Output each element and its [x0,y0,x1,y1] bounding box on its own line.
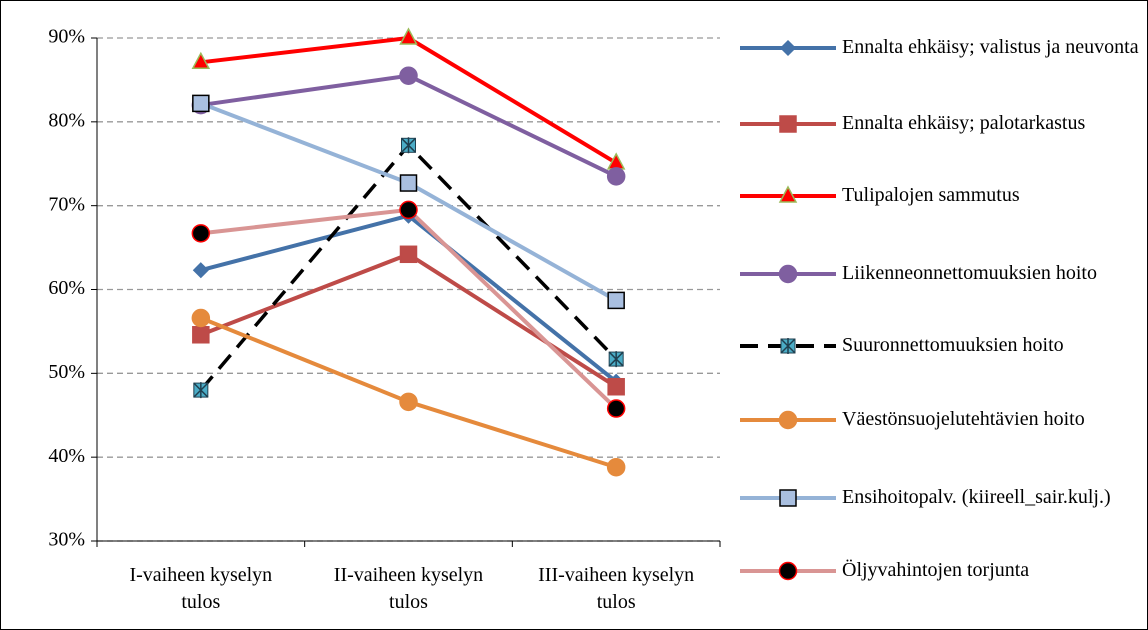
marker-cross [193,382,209,399]
marker [778,410,798,430]
marker-cross [400,137,417,154]
y-tick-label: 80% [48,109,85,131]
marker [778,561,798,581]
marker [191,308,211,328]
y-tick-label: 30% [48,529,85,551]
marker [399,27,418,45]
legend-label: Öljyvahintojen torjunta [842,559,1030,581]
marker [780,338,796,354]
marker [606,399,626,418]
x-tick-label: III-vaiheen kyselyn tulos [538,564,695,613]
marker [399,392,418,412]
marker [778,264,798,284]
marker [779,39,797,57]
marker [399,66,418,85]
legend-label: Ensihoitopalv. (kiireell_sair.kulj.) [842,486,1111,508]
y-tick-label: 90% [48,26,85,48]
marker [400,137,417,154]
marker [192,262,209,279]
legend-label: Ennalta ehkäisy; palotarkastus [842,112,1086,134]
marker [607,291,625,310]
marker [192,94,210,113]
marker [779,115,797,133]
marker [779,489,797,507]
marker [193,382,209,399]
marker [192,326,210,344]
marker [191,51,211,70]
x-tick-label: II-vaiheen kyselyn tulos [333,564,484,613]
marker [606,167,626,186]
legend-label: Liikenneonnettomuuksien hoito [842,262,1097,284]
legend-label: Väestönsuojelutehtävien hoito [842,408,1085,430]
marker [191,224,211,243]
y-tick-label: 70% [48,193,85,215]
marker [399,245,418,264]
marker-cross [780,338,796,354]
marker-cross [608,351,624,368]
x-tick-label: I-vaiheen kyselyn tulos [129,564,273,613]
marker [399,174,418,192]
y-tick-label: 50% [48,361,85,383]
legend-label: Ennalta ehkäisy; valistus ja neuvonta [842,36,1139,58]
marker [607,377,625,396]
marker [399,200,418,220]
marker [608,351,624,368]
marker [778,185,798,203]
legend-label: Suuronnettomuuksien hoito [842,334,1064,356]
legend-label: Tulipalojen sammutus [842,184,1020,206]
y-tick-label: 40% [48,445,85,467]
y-tick-label: 60% [48,277,85,299]
marker [606,457,626,477]
